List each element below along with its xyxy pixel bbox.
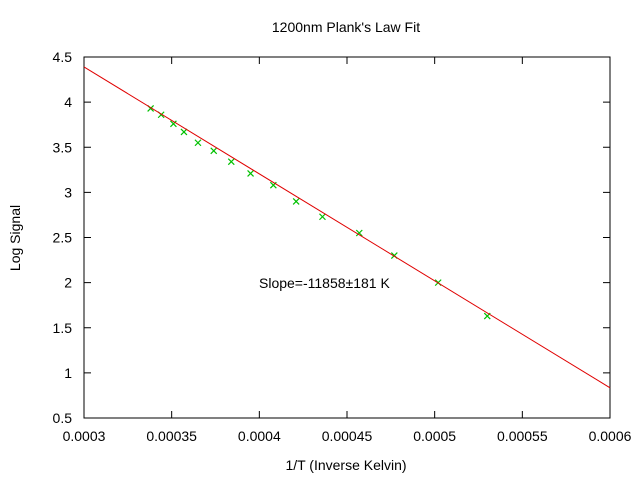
fit-line (83, 66, 611, 389)
data-point (180, 128, 188, 136)
y-tick-label: 2 (64, 275, 72, 291)
data-point (169, 120, 177, 128)
data-point (194, 139, 202, 147)
data-point (355, 229, 363, 237)
data-point (227, 158, 235, 166)
x-tick-label: 0.0003 (63, 428, 106, 444)
y-tick-label: 3.5 (53, 139, 73, 155)
y-tick-label: 2.5 (53, 230, 73, 246)
data-point (210, 147, 218, 155)
y-tick-label: 4.5 (53, 49, 73, 65)
data-point (319, 213, 326, 221)
x-tick-label: 0.0005 (413, 428, 456, 444)
chart-title: 1200nm Plank's Law Fit (272, 19, 420, 35)
y-tick-label: 4 (64, 94, 72, 110)
y-tick-label: 3 (64, 184, 72, 200)
x-tick-label: 0.0006 (589, 428, 632, 444)
data-point (292, 197, 300, 205)
x-tick-label: 0.00045 (322, 428, 373, 444)
x-axis-label: 1/T (Inverse Kelvin) (285, 457, 406, 473)
x-tick-label: 0.00055 (497, 428, 548, 444)
y-tick-label: 0.5 (53, 410, 73, 426)
data-point (247, 169, 254, 177)
y-tick-label: 1.5 (53, 320, 73, 336)
x-tick-label: 0.0004 (238, 428, 281, 444)
slope-annotation: Slope=-11858±181 K (259, 275, 390, 291)
x-tick-label: 0.00035 (146, 428, 197, 444)
y-axis-label: Log Signal (7, 205, 23, 271)
plot-frame (83, 56, 611, 419)
y-tick-label: 1 (64, 365, 72, 381)
data-point (269, 181, 277, 189)
